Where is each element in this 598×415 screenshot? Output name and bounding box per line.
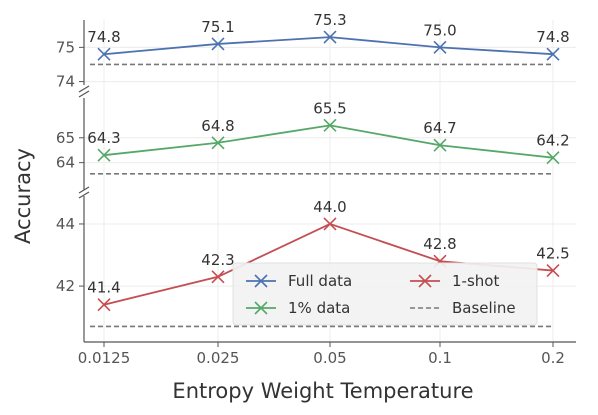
axis-break <box>78 186 90 194</box>
data-label: 75.3 <box>313 11 346 29</box>
data-labels: 74.8 75.1 75.3 75.0 74.8 64.3 64.8 65.5 64.7 64.2… <box>87 11 569 297</box>
series <box>97 30 560 312</box>
x-axis-label: Entropy Weight Temperature <box>172 379 473 403</box>
legend-item-baseline: Baseline <box>410 299 516 317</box>
data-point <box>97 47 111 61</box>
x-tick-label: 0.05 <box>313 349 346 367</box>
data-point <box>211 270 225 284</box>
legend-item-full-data: Full data <box>246 272 352 290</box>
legend: Full data 1-shot 1% data Baseline <box>232 262 538 326</box>
series-line-1-data <box>103 124 554 159</box>
data-label: 75.1 <box>201 18 234 36</box>
data-label: 64.8 <box>201 117 234 135</box>
legend-item-1-data: 1% data <box>246 299 350 317</box>
x-tick-label: 0.0125 <box>78 349 131 367</box>
data-point <box>211 136 225 150</box>
legend-box <box>232 262 538 326</box>
y-tick-label: 74 <box>56 73 75 91</box>
y-tick-label: 44 <box>56 215 75 233</box>
y-tick-label: 42 <box>56 277 75 295</box>
x-tick-label: 0.2 <box>541 349 565 367</box>
data-point <box>97 148 111 162</box>
data-label: 74.8 <box>536 28 569 46</box>
data-label: 42.3 <box>201 251 234 269</box>
data-point <box>97 298 111 312</box>
legend-label: Baseline <box>452 299 516 317</box>
data-point <box>546 151 560 165</box>
y-tick-label: 75 <box>56 38 75 56</box>
y-axis-label: Accuracy <box>11 148 35 244</box>
legend-label: 1-shot <box>452 272 499 290</box>
data-label: 64.3 <box>87 129 120 147</box>
data-label: 65.5 <box>313 99 346 117</box>
x-tick-label: 0.1 <box>428 349 452 367</box>
data-label: 64.2 <box>536 132 569 150</box>
data-label: 64.7 <box>423 119 456 137</box>
data-label: 42.8 <box>423 235 456 253</box>
data-point <box>546 263 560 278</box>
data-point <box>433 40 447 54</box>
data-point <box>546 47 560 61</box>
legend-item-1-shot: 1-shot <box>410 272 499 290</box>
data-point <box>323 217 337 231</box>
x-tick-label: 0.025 <box>197 349 240 367</box>
axis-break <box>78 191 90 199</box>
data-point <box>323 30 337 44</box>
axes: 74 75 64 65 42 44 0.0125 0.025 0.05 0.1 0.2 <box>56 20 576 367</box>
data-label: 75.0 <box>423 21 456 39</box>
data-label: 74.8 <box>87 28 120 46</box>
data-point <box>433 138 447 152</box>
data-label: 42.5 <box>536 245 569 263</box>
y-tick-label: 64 <box>56 154 75 172</box>
data-label: 44.0 <box>313 198 346 216</box>
legend-label: 1% data <box>288 299 350 317</box>
y-tick-label: 65 <box>56 129 75 147</box>
data-label: 41.4 <box>87 279 120 297</box>
data-point <box>323 118 337 132</box>
axis-break <box>78 85 90 93</box>
legend-label: Full data <box>288 272 352 290</box>
baselines <box>90 63 552 328</box>
data-point <box>211 37 225 51</box>
axis-break <box>78 90 90 98</box>
